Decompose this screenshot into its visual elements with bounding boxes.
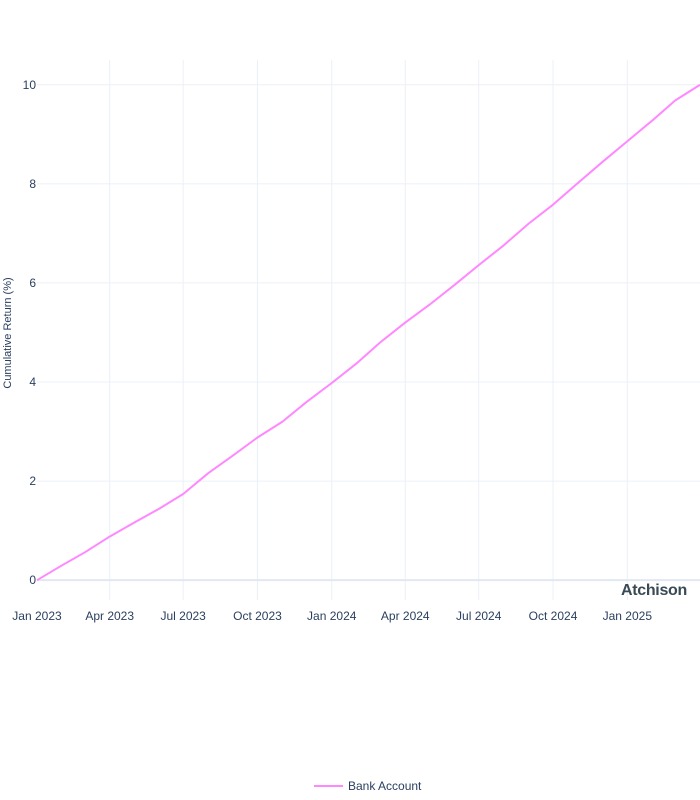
series-line-bank-account [36,83,700,582]
y-tick-label: 10 [23,78,37,92]
x-tick-label: Jul 2023 [160,609,206,623]
x-tick-label: Oct 2023 [233,609,282,623]
x-tick-label: Jan 2023 [12,609,62,623]
x-tick-label: Apr 2024 [381,609,430,623]
x-tick-label: Apr 2023 [85,609,134,623]
y-tick-label: 6 [29,276,36,290]
x-axis-ticks: Jan 2023 Apr 2023 Jul 2023 Oct 2023 Jan 2024… [12,609,652,623]
x-tick-label: Jul 2024 [456,609,502,623]
y-axis-title: Cumulative Return (%) [2,277,14,388]
x-tick-label: Jan 2024 [307,609,357,623]
x-tick-label: Jan 2025 [603,609,653,623]
y-tick-label: 4 [29,375,36,389]
y-tick-label: 8 [29,177,36,191]
series-layer [36,83,700,582]
legend[interactable]: Bank Account [314,779,422,793]
grid [37,60,700,600]
x-tick-label: Oct 2024 [529,609,578,623]
y-tick-label: 0 [29,573,36,587]
legend-item[interactable]: Bank Account [314,779,422,793]
legend-label: Bank Account [348,779,422,793]
y-axis-ticks: 0 2 4 6 8 10 [23,78,37,587]
watermark-logo: Atchison [621,582,687,599]
y-tick-label: 2 [29,474,36,488]
